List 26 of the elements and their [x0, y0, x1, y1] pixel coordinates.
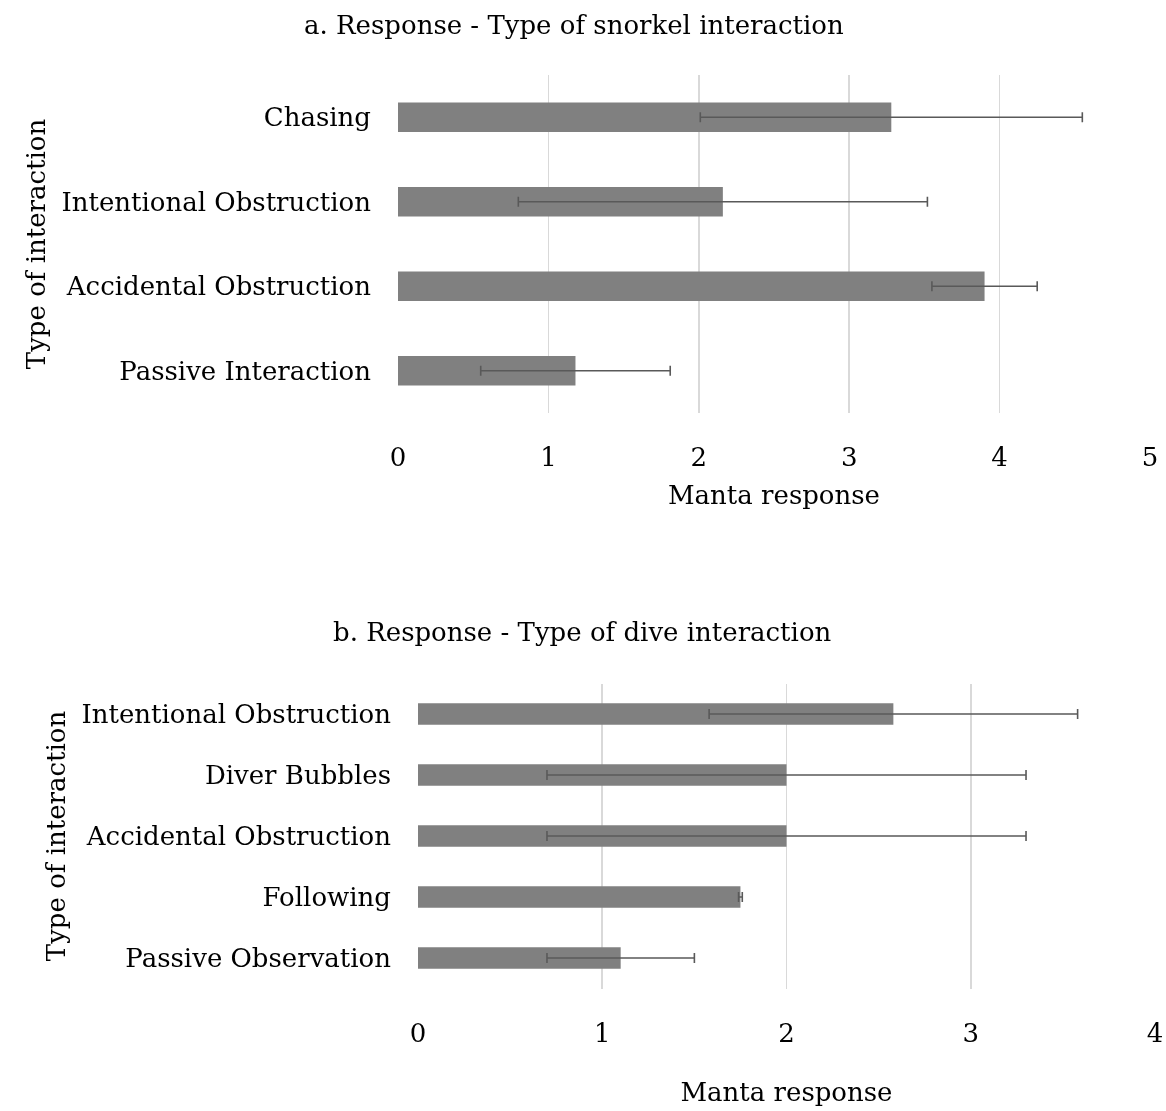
- x-tick-label: 4: [991, 442, 1008, 472]
- y-tick-label: Intentional Obstruction: [81, 699, 392, 730]
- x-axis-title: Manta response: [667, 479, 881, 510]
- y-axis-title: Type of interaction: [20, 118, 51, 370]
- y-tick-label: Following: [262, 882, 391, 913]
- chart-title: a. Response - Type of snorkel interaction: [304, 10, 844, 40]
- x-axis-title: Manta response: [680, 1077, 893, 1108]
- y-tick-label: Chasing: [263, 102, 371, 133]
- x-tick-label: 2: [778, 1017, 795, 1048]
- x-tick-label: 4: [1146, 1017, 1164, 1048]
- x-tick-label: 0: [389, 442, 407, 472]
- y-tick-label: Accidental Obstruction: [65, 271, 372, 302]
- x-tick-label: 5: [1141, 442, 1159, 472]
- x-tick-label: 0: [409, 1017, 427, 1048]
- y-axis-title: Type of interaction: [40, 710, 71, 962]
- y-tick-label: Diver Bubbles: [204, 760, 391, 791]
- x-tick-label: 3: [962, 1017, 980, 1048]
- x-tick-label: 2: [690, 442, 708, 472]
- y-tick-label: Accidental Obstruction: [85, 821, 392, 852]
- x-tick-label: 1: [593, 1017, 611, 1048]
- y-tick-label: Intentional Obstruction: [61, 186, 372, 217]
- y-tick-label: Passive Observation: [125, 943, 392, 974]
- x-tick-label: 1: [540, 442, 557, 472]
- chart-title: b. Response - Type of dive interaction: [333, 617, 832, 647]
- x-tick-label: 3: [840, 442, 858, 472]
- y-tick-label: Passive Interaction: [119, 355, 372, 386]
